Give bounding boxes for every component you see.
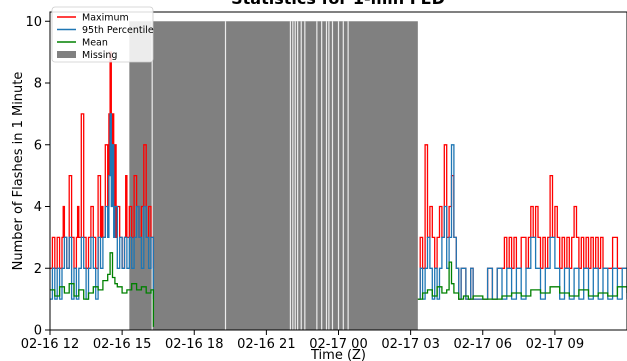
y-tick-label: 0 — [34, 324, 42, 339]
series-line-95th-percentile — [50, 113, 627, 300]
x-axis: 02-16 12 02-16 15 02-16 18 02-16 21 02-17 00… — [21, 330, 584, 352]
legend-label: Mean — [82, 38, 108, 49]
x-tick-label: 02-17 09 — [526, 337, 584, 352]
legend-label: 95th Percentile — [82, 25, 154, 36]
y-tick-label: 10 — [25, 15, 42, 30]
legend-label: Missing — [82, 50, 117, 61]
legend-label: Maximum — [82, 13, 129, 24]
x-tick-label: 02-17 03 — [381, 337, 439, 352]
y-axis-label: Number of Flashes in 1 Minute — [11, 72, 26, 271]
chart-title: Statistics for 1-min FED — [231, 0, 445, 8]
plot-area — [50, 21, 627, 330]
x-tick-label: 02-16 15 — [93, 337, 151, 352]
legend-swatch — [57, 51, 76, 58]
x-axis-label: Time (Z) — [310, 348, 366, 361]
y-tick-label: 6 — [34, 138, 42, 153]
x-tick-label: 02-16 21 — [237, 337, 295, 352]
x-tick-label: 02-17 00 — [309, 337, 367, 352]
missing-data-block — [129, 21, 418, 330]
x-tick-label: 02-16 18 — [165, 337, 223, 352]
series-line-mean — [50, 252, 627, 327]
legend-box — [51, 6, 154, 63]
y-axis: 0 2 4 6 8 10 — [25, 15, 50, 339]
y-tick-label: 8 — [34, 77, 42, 92]
y-tick-label: 2 — [34, 262, 42, 277]
x-tick-label: 02-17 06 — [454, 337, 512, 352]
y-tick-label: 4 — [34, 200, 42, 215]
x-tick-label: 02-16 12 — [21, 337, 79, 352]
